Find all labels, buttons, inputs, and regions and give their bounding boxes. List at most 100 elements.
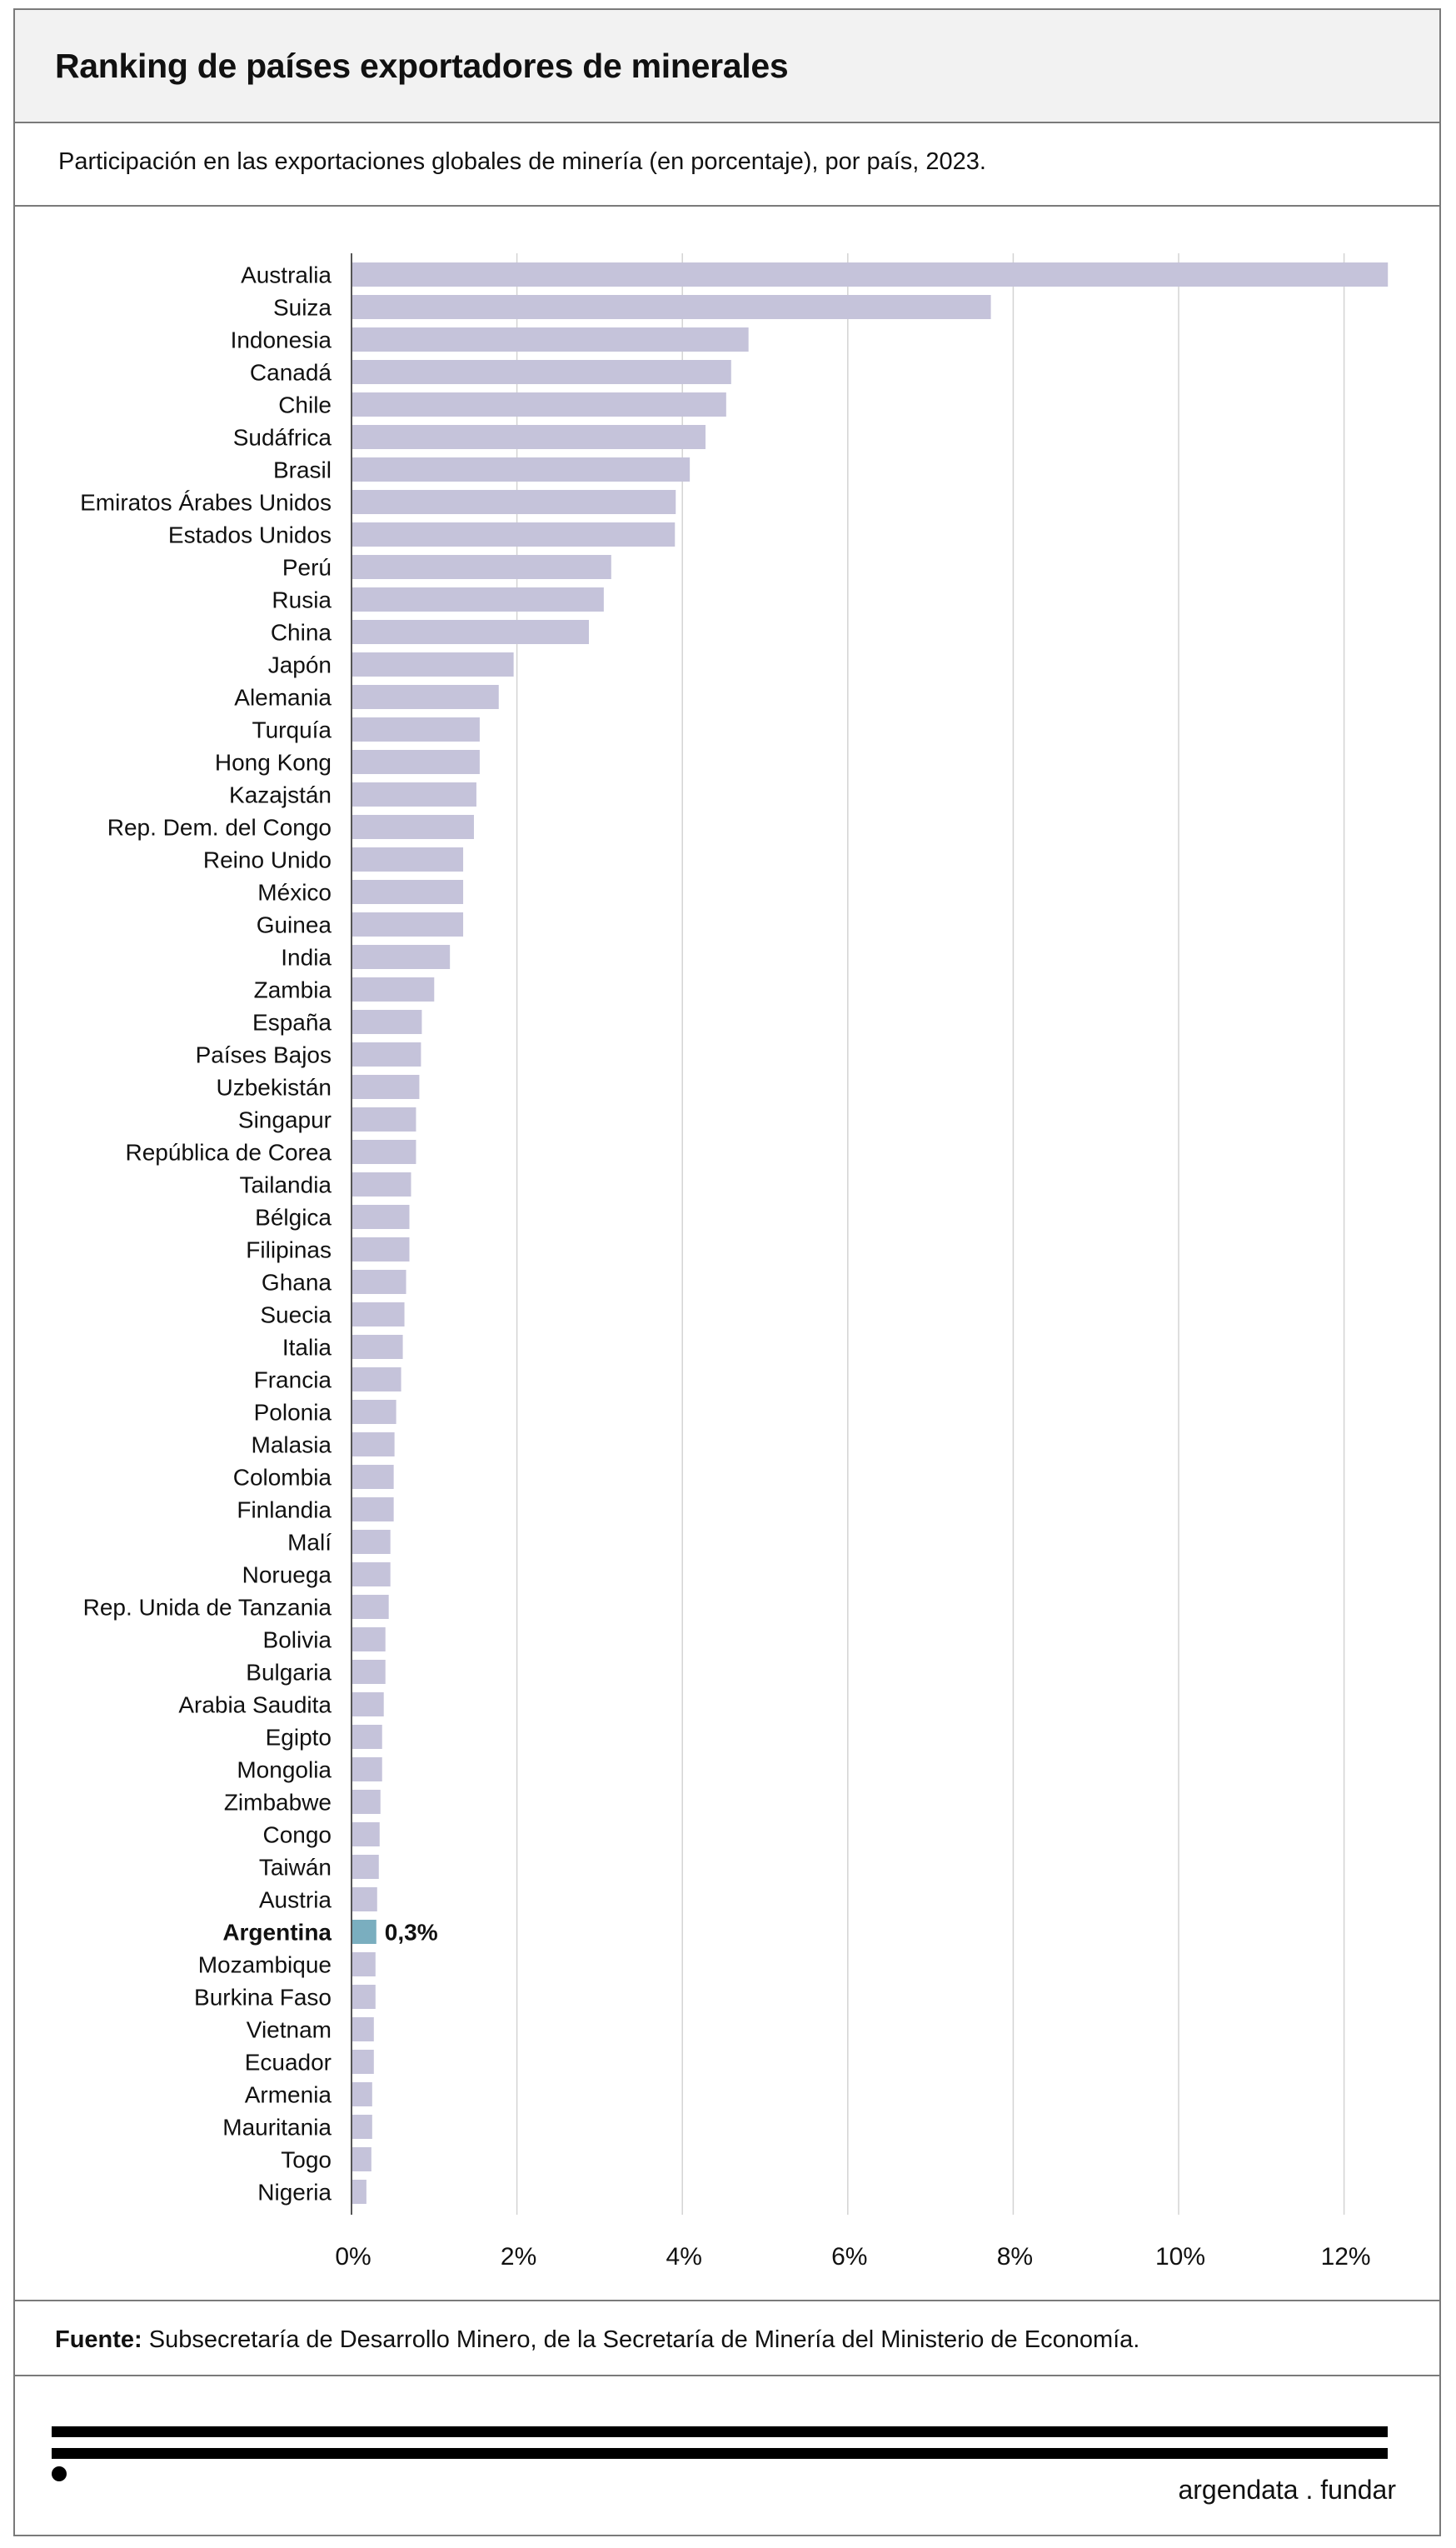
source-text: Fuente: Subsecretaría de Desarrollo Mine… [55,2326,1139,2354]
category-label-28: Tailandia [239,1172,332,1198]
header: Ranking de países exportadores de minera… [15,10,1439,123]
category-label-54: Vietnam [247,2017,332,2043]
x-tick-label-4: 8% [997,2243,1033,2271]
bar-7 [352,490,676,514]
category-label-22: Zambia [254,977,332,1003]
x-tick-label-3: 6% [831,2243,867,2271]
chart-title: Ranking de países exportadores de minera… [55,47,789,85]
bar-54 [352,2017,374,2041]
category-label-8: Estados Unidos [168,522,332,548]
bar-9 [352,555,611,579]
category-label-57: Mauritania [222,2115,332,2141]
x-tick-label-2: 4% [666,2243,702,2271]
bar-35 [352,1400,396,1424]
bar-53 [352,1985,376,2009]
bar-5 [352,425,706,449]
category-label-16: Kazajstán [229,782,332,808]
category-label-12: Japón [268,652,332,678]
category-label-5: Sudáfrica [233,425,332,451]
bar-22 [352,977,435,1002]
category-label-34: Francia [254,1367,332,1393]
category-label-26: Singapur [238,1107,332,1133]
category-label-55: Ecuador [245,2050,332,2076]
figure-frame: Ranking de países exportadores de minera… [13,8,1441,2536]
bar-45 [352,1725,382,1749]
bar-57 [352,2115,372,2139]
bar-48 [352,1822,380,1846]
bar-29 [352,1205,410,1229]
category-label-1: Suiza [273,295,332,321]
category-label-14: Turquía [252,717,332,743]
category-label-46: Mongolia [237,1757,332,1783]
bar-2 [352,327,749,352]
category-label-39: Malí [287,1530,332,1556]
x-tick-label-1: 2% [501,2243,536,2271]
category-label-36: Malasia [252,1432,332,1458]
category-label-40: Noruega [242,1562,332,1588]
bar-47 [352,1790,381,1814]
category-label-20: Guinea [257,912,332,938]
category-label-48: Congo [262,1822,332,1848]
category-label-50: Austria [259,1887,332,1913]
category-label-43: Bulgaria [246,1660,332,1686]
logo-text: argendata . fundar [1178,2475,1396,2505]
bar-25 [352,1075,420,1099]
source-note: Fuente: Subsecretaría de Desarrollo Mine… [15,2300,1439,2376]
bar-10 [352,587,604,612]
category-label-53: Burkina Faso [194,1985,332,2011]
bar-12 [352,652,514,677]
logo-area: argendata . fundar [15,2376,1439,2535]
logo-bar-bottom [52,2448,1388,2459]
category-label-15: Hong Kong [215,750,332,776]
bar-39 [352,1530,391,1554]
bar-19 [352,880,464,904]
category-label-11: China [271,620,332,646]
category-label-35: Polonia [254,1400,332,1426]
bar-1 [352,295,991,319]
chart-area: Australia Suiza Indonesia Canadá Chile Sudáfr… [15,207,1439,2306]
bar-59 [352,2180,366,2204]
logo-bar-top [52,2426,1388,2437]
bar-42 [352,1627,386,1651]
source-label: Fuente: [55,2326,142,2353]
category-label-2: Indonesia [231,327,332,353]
category-label-44: Arabia Saudita [178,1692,332,1718]
bar-chart: Australia Suiza Indonesia Canadá Chile Sudáfr… [80,253,1389,2271]
bar-33 [352,1335,403,1359]
category-label-7: Emiratos Árabes Unidos [80,490,332,516]
bar-3 [352,360,731,384]
chart-subtitle: Participación en las exportaciones globa… [58,148,986,175]
bar-23 [352,1010,422,1034]
bar-34 [352,1367,401,1391]
category-label-17: Rep. Dem. del Congo [107,815,332,841]
bar-4 [352,392,726,417]
category-label-23: España [252,1010,332,1036]
data-label-highlight: 0,3% [385,1920,438,1946]
bar-51 [352,1920,376,1944]
category-label-30: Filipinas [246,1237,332,1263]
bar-6 [352,457,691,482]
bar-32 [352,1302,405,1326]
bar-16 [352,782,476,807]
category-label-49: Taiwán [259,1855,332,1881]
category-label-56: Armenia [245,2082,332,2108]
bar-15 [352,750,480,774]
category-label-52: Mozambique [198,1952,332,1978]
bar-38 [352,1497,394,1521]
bar-0 [352,262,1389,287]
bar-44 [352,1692,384,1716]
source-body: Subsecretaría de Desarrollo Minero, de l… [148,2326,1140,2353]
bar-36 [352,1432,395,1456]
bar-46 [352,1757,382,1781]
x-tick-label-0: 0% [335,2243,371,2271]
category-label-3: Canadá [250,360,332,386]
category-label-21: India [281,945,332,971]
bar-41 [352,1595,389,1619]
category-label-59: Nigeria [257,2180,332,2206]
bar-43 [352,1660,386,1684]
bar-24 [352,1042,421,1067]
subtitle-bar: Participación en las exportaciones globa… [15,123,1439,207]
category-label-10: Rusia [272,587,332,613]
category-label-38: Finlandia [237,1497,332,1523]
category-label-31: Ghana [262,1270,332,1296]
